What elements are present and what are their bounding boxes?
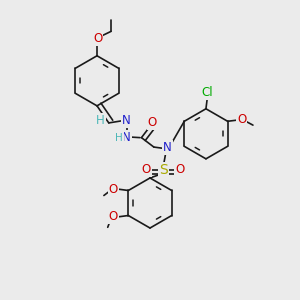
- Text: N: N: [122, 131, 131, 144]
- Text: O: O: [176, 163, 185, 176]
- Text: N: N: [122, 114, 131, 127]
- Text: O: O: [109, 182, 118, 196]
- Text: N: N: [163, 141, 172, 154]
- Text: O: O: [148, 116, 157, 129]
- Text: O: O: [237, 113, 246, 126]
- Text: H: H: [115, 133, 123, 142]
- Text: Cl: Cl: [202, 86, 213, 99]
- Text: O: O: [142, 163, 151, 176]
- Text: S: S: [159, 163, 168, 177]
- Text: O: O: [93, 32, 102, 46]
- Text: O: O: [109, 211, 118, 224]
- Text: H: H: [96, 114, 105, 127]
